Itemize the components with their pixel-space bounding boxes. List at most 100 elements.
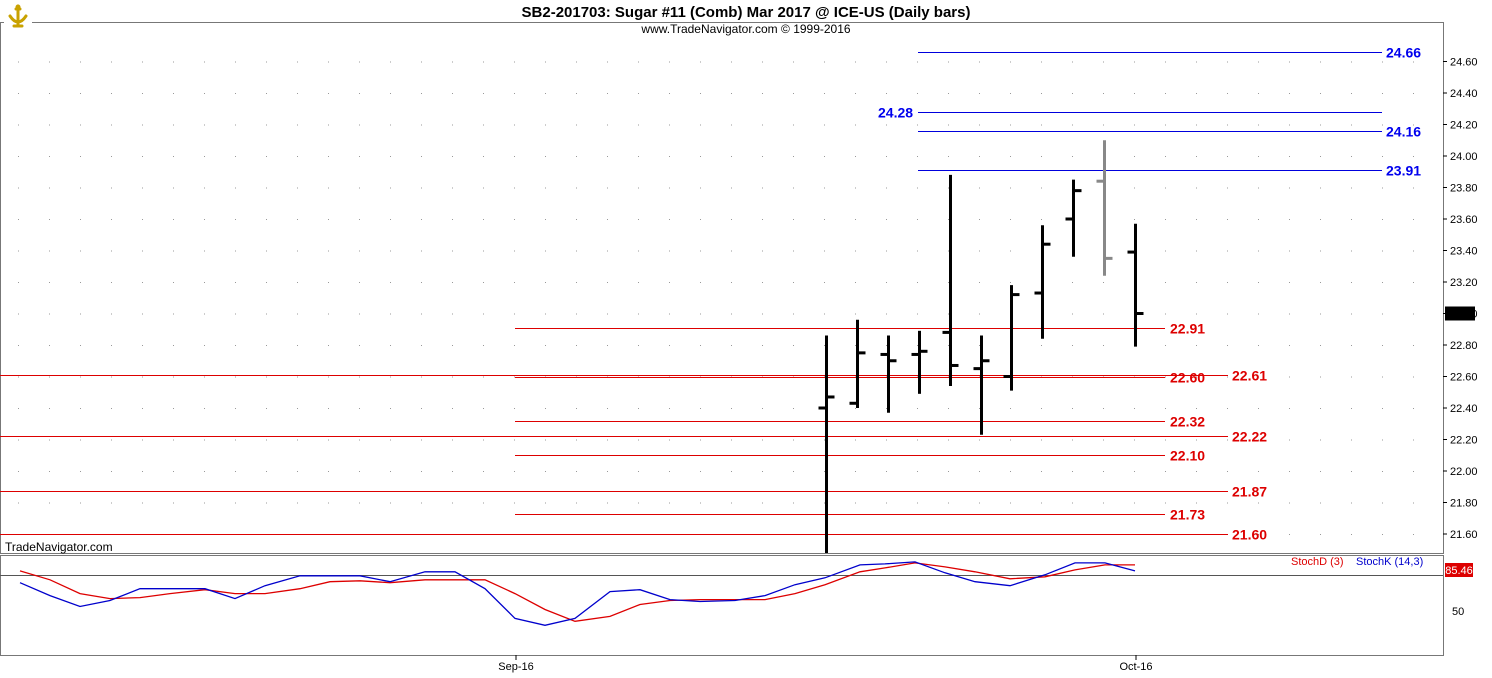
grid-dot [1196,376,1197,378]
grid-dot [266,282,267,283]
grid-dot [390,282,391,283]
grid-dot [80,282,81,283]
grid-dot [669,408,670,409]
grid-dot [1227,345,1228,346]
grid-dot [18,219,19,220]
grid-dot [452,156,453,157]
grid-dot [545,124,546,126]
grid-dot [917,187,918,189]
grid-dot [1134,124,1135,126]
grid-dot [855,502,856,504]
grid-dot [483,250,484,252]
y-tick-label: 23.40 [1450,246,1478,258]
y-tick-label: 24.20 [1450,120,1478,132]
grid-dot [390,124,391,126]
grid-dot [1382,282,1383,283]
grid-dot [80,156,81,157]
grid-dot [1320,187,1321,189]
grid-dot [297,124,298,126]
grid-dot [49,219,50,220]
grid-dot [1134,219,1135,220]
grid-dot [390,408,391,409]
grid-dot [142,187,143,189]
grid-dot [359,471,360,472]
y-tick-label: 24.00 [1450,151,1478,163]
grid-dot [514,439,515,441]
grid-dot [1103,471,1104,472]
grid-dot [328,250,329,252]
grid-dot [1382,376,1383,378]
grid-dot [1320,345,1321,346]
grid-dot [607,345,608,346]
grid-dot [18,345,19,346]
grid-dot [638,313,639,315]
grid-dot [359,219,360,220]
grid-dot [979,219,980,220]
grid-dot [1413,313,1414,315]
grid-dot [669,219,670,220]
grid-dot [297,345,298,346]
price-pane [0,22,1444,554]
grid-dot [204,219,205,220]
grid-dot [421,219,422,220]
grid-dot [49,471,50,472]
grid-dot [204,124,205,126]
grid-dot [235,187,236,189]
grid-dot [421,93,422,94]
grid-dot [638,408,639,409]
watermark-text: TradeNavigator.com [5,540,113,554]
grid-dot [80,219,81,220]
grid-dot [979,282,980,283]
grid-dot [1165,439,1166,441]
level-label-24.16: 24.16 [1386,124,1421,140]
grid-dot [607,471,608,472]
grid-dot [917,250,918,252]
grid-dot [1010,250,1011,252]
grid-dot [452,502,453,504]
grid-dot [421,61,422,63]
grid-dot [886,439,887,441]
grid-dot [1227,93,1228,94]
grid-dot [235,471,236,472]
grid-dot [1072,93,1073,94]
ohlc-bar [1003,285,1020,391]
grid-dot [111,156,112,157]
grid-dot [1289,345,1290,346]
grid-dot [669,345,670,346]
grid-dot [111,471,112,472]
grid-dot [173,124,174,126]
grid-dot [111,313,112,315]
grid-dot [18,124,19,126]
grid-dot [607,313,608,315]
grid-dot [638,61,639,63]
grid-dot [204,313,205,315]
x-label-oct: Oct-16 [1119,661,1152,673]
grid-dot [855,313,856,315]
grid-dot [452,376,453,378]
grid-dot [1010,502,1011,504]
y-tick-label: 23.80 [1450,183,1478,195]
grid-dot [359,376,360,378]
grid-dot [731,156,732,157]
grid-dot [1351,124,1352,126]
grid-dot [731,187,732,189]
grid-dot [173,376,174,378]
grid-dot [390,93,391,94]
grid-dot [824,439,825,441]
level-label-24.28: 24.28 [878,105,913,121]
grid-dot [700,250,701,252]
grid-dot [1289,282,1290,283]
y-tick-label: 21.80 [1450,498,1478,510]
grid-dot [18,471,19,472]
grid-dot [1010,408,1011,409]
grid-dot [235,502,236,504]
grid-dot [173,219,174,220]
grid-dot [390,313,391,315]
grid-dot [700,471,701,472]
grid-dot [1196,124,1197,126]
grid-dot [1320,313,1321,315]
ohlc-bar [849,319,866,408]
grid-dot [1072,408,1073,409]
grid-dot [1258,282,1259,283]
grid-dot [762,124,763,126]
